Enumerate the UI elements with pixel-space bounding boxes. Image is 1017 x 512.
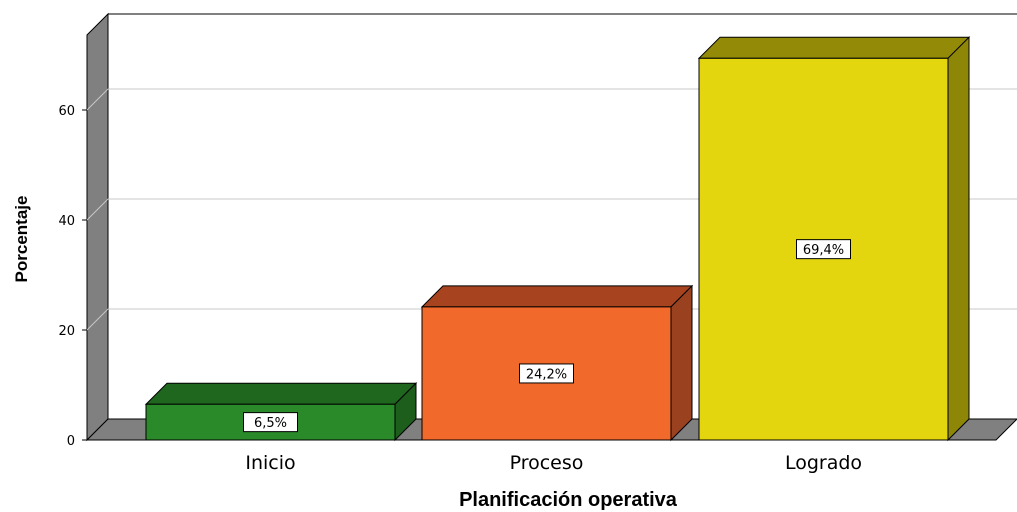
bar-top-face [144,382,418,405]
x-axis-tick-labels: Inicio Proceso Logrado [245,452,862,474]
data-label: 6,5% [254,416,287,431]
bar-inicio: 6,5% [144,382,418,442]
y-tick-label: 60 [58,104,75,119]
y-tick-label: 0 [67,434,75,449]
bar-side-face [947,36,970,442]
bar-side-face [670,284,693,442]
x-tick-label: Inicio [245,452,295,474]
bar-top-face [420,285,694,308]
data-label: 24,2% [526,367,567,382]
left-wall [86,12,109,442]
y-axis-ticks: 0 20 40 60 [58,104,87,449]
y-tick-label: 20 [58,324,75,339]
gridline-wall [86,88,109,111]
y-axis-title: Porcentaje [12,196,31,283]
x-tick-label: Logrado [785,452,862,474]
data-label-box [796,239,851,260]
data-label-box [243,412,298,433]
bar-logrado: 69,4% [697,36,971,442]
gridline-wall [86,308,109,331]
y-tick-label: 40 [58,214,75,229]
data-label: 69,4% [803,243,844,258]
bars: 6,5% 24,2% 69,4% [144,36,971,442]
gridline-wall [86,198,109,221]
data-label-box [519,363,574,384]
x-tick-label: Proceso [510,452,584,474]
x-axis-title: Planificación operativa [459,489,678,511]
bar-proceso: 24,2% [420,284,694,442]
bar-top-face [697,36,971,59]
